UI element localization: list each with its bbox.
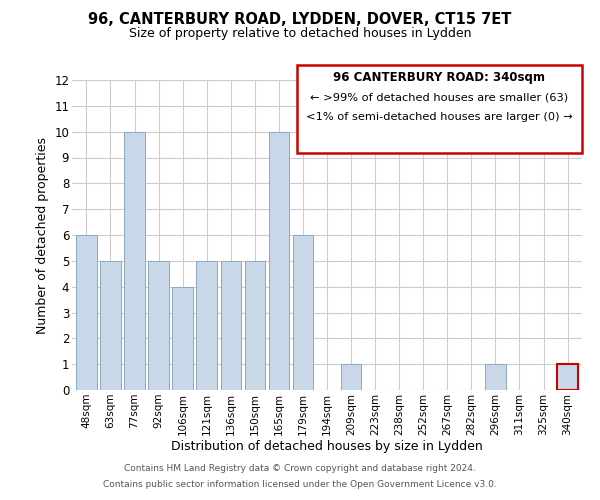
Bar [76, 235, 97, 390]
Text: Size of property relative to detached houses in Lydden: Size of property relative to detached ho… [129, 28, 471, 40]
Text: Contains public sector information licensed under the Open Government Licence v3: Contains public sector information licen… [103, 480, 497, 489]
Bar [293, 235, 313, 390]
Bar [245, 261, 265, 390]
Y-axis label: Number of detached properties: Number of detached properties [35, 136, 49, 334]
Text: ← >99% of detached houses are smaller (63): ← >99% of detached houses are smaller (6… [310, 92, 569, 102]
X-axis label: Distribution of detached houses by size in Lydden: Distribution of detached houses by size … [171, 440, 483, 454]
Bar [124, 132, 145, 390]
Bar [100, 261, 121, 390]
Text: 96 CANTERBURY ROAD: 340sqm: 96 CANTERBURY ROAD: 340sqm [334, 71, 545, 84]
Bar [148, 261, 169, 390]
Bar [269, 132, 289, 390]
Bar [221, 261, 241, 390]
Bar [485, 364, 506, 390]
Bar [557, 364, 578, 390]
Bar [341, 364, 361, 390]
Text: 96, CANTERBURY ROAD, LYDDEN, DOVER, CT15 7ET: 96, CANTERBURY ROAD, LYDDEN, DOVER, CT15… [88, 12, 512, 28]
Bar [172, 286, 193, 390]
Text: Contains HM Land Registry data © Crown copyright and database right 2024.: Contains HM Land Registry data © Crown c… [124, 464, 476, 473]
Text: <1% of semi-detached houses are larger (0) →: <1% of semi-detached houses are larger (… [306, 112, 573, 122]
Bar [196, 261, 217, 390]
